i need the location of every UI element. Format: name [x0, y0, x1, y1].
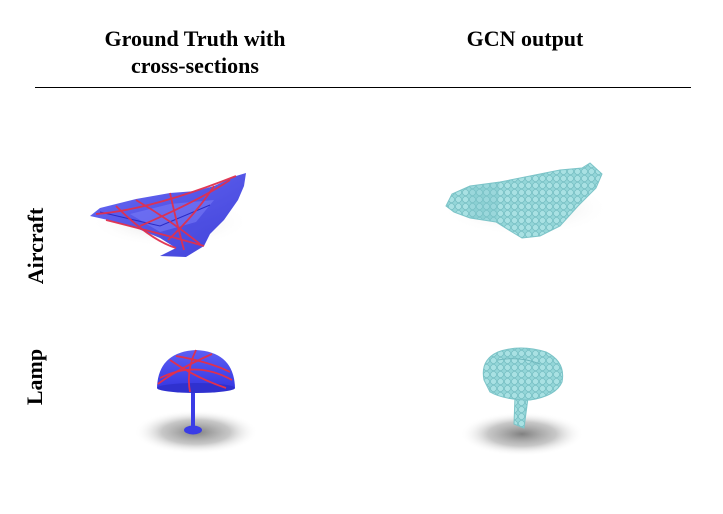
column-header-ground-truth-line2: cross-sections	[131, 53, 259, 78]
column-header-ground-truth: Ground Truth with cross-sections	[60, 25, 330, 79]
header-rule	[35, 87, 691, 88]
column-header-gcn-output: GCN output	[466, 26, 584, 51]
lamp-gcn-output-render	[460, 347, 584, 456]
lamp-ground-truth-render	[134, 349, 258, 454]
aircraft-gcn-output-render	[440, 162, 610, 239]
aircraft-ground-truth-render	[90, 173, 250, 257]
column-header-ground-truth-line1: Ground Truth with	[104, 26, 286, 51]
